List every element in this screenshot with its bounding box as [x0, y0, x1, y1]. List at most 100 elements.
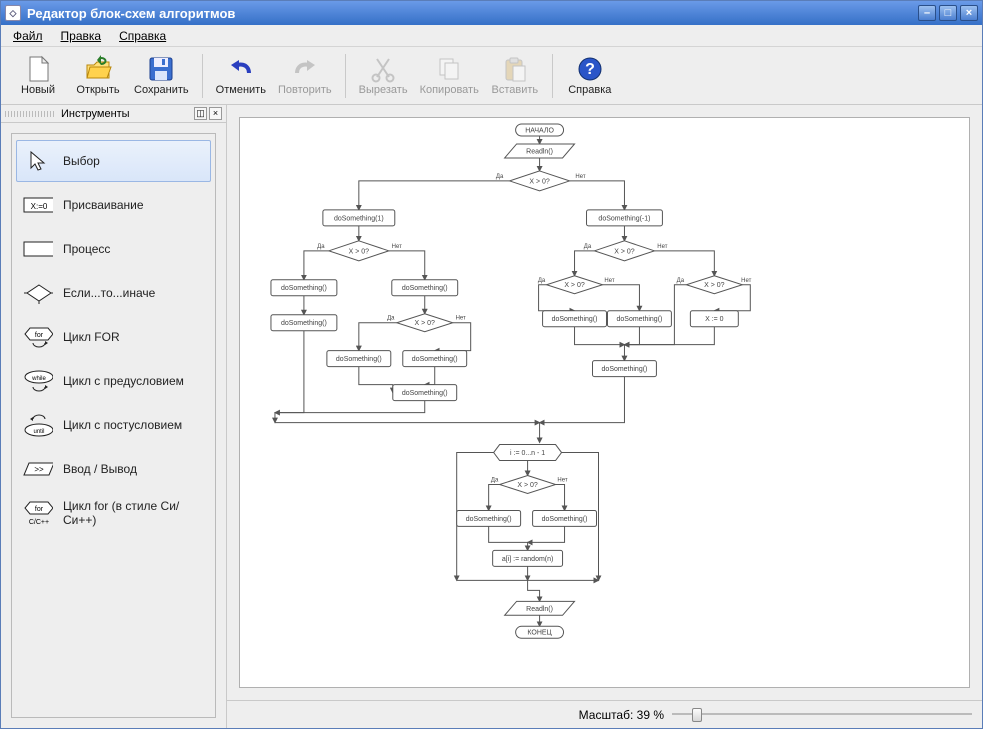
- svg-text:Да: Да: [677, 278, 685, 284]
- svg-text:Да: Да: [491, 477, 499, 483]
- svg-text:Нет: Нет: [392, 244, 402, 250]
- save-icon: [147, 55, 175, 83]
- tool-label: Цикл for (в стиле Си/Си++): [63, 499, 204, 527]
- cfor-loop-icon: forC/C++: [23, 502, 53, 524]
- io-icon: >>: [23, 458, 53, 480]
- while-loop-icon: while: [23, 370, 53, 392]
- maximize-button[interactable]: □: [939, 5, 957, 21]
- body: Инструменты ◫ × Выбор X:=0 Присваивание: [1, 105, 982, 728]
- menu-edit[interactable]: Правка: [55, 27, 108, 45]
- svg-text:a[i] := random(n): a[i] := random(n): [502, 556, 553, 563]
- tool-io[interactable]: >> Ввод / Вывод: [16, 448, 211, 490]
- svg-text:Да: Да: [387, 316, 395, 322]
- tool-label: Присваивание: [63, 198, 144, 212]
- for-loop-icon: for: [23, 326, 53, 348]
- svg-text:Да: Да: [584, 244, 592, 250]
- flowchart: ДаНетДаНетДаНетДаНетДаНетДаНетДаНетНАЧАЛ…: [240, 118, 969, 647]
- titlebar: ◇ Редактор блок-схем алгоритмов – □ ×: [1, 1, 982, 25]
- file-new-icon: [24, 55, 52, 83]
- svg-text:Нет: Нет: [604, 278, 614, 284]
- new-button[interactable]: Новый: [9, 50, 67, 102]
- svg-text:X > 0?: X > 0?: [415, 320, 436, 327]
- assign-icon: X:=0: [23, 194, 53, 216]
- svg-text:for: for: [35, 332, 44, 339]
- svg-text:Readln(): Readln(): [526, 148, 553, 155]
- toolbox: Выбор X:=0 Присваивание Процесс: [11, 133, 216, 718]
- svg-text:until: until: [33, 429, 44, 435]
- save-button[interactable]: Сохранить: [129, 50, 194, 102]
- svg-text:Нет: Нет: [575, 174, 585, 180]
- tool-process[interactable]: Процесс: [16, 228, 211, 270]
- panel-close-button[interactable]: ×: [209, 107, 222, 120]
- paste-button[interactable]: Вставить: [486, 50, 544, 102]
- svg-text:X > 0?: X > 0?: [614, 248, 635, 255]
- svg-text:doSomething(): doSomething(): [617, 316, 663, 323]
- panel-grip[interactable]: [5, 111, 55, 117]
- cut-label: Вырезать: [359, 84, 408, 96]
- save-label: Сохранить: [134, 84, 189, 96]
- svg-text:X > 0?: X > 0?: [517, 482, 538, 489]
- app-icon: ◇: [5, 5, 21, 21]
- cut-button[interactable]: Вырезать: [354, 50, 413, 102]
- minimize-button[interactable]: –: [918, 5, 936, 21]
- help-button[interactable]: ? Справка: [561, 50, 619, 102]
- new-label: Новый: [21, 84, 55, 96]
- tool-label: Цикл с постусловием: [63, 418, 182, 432]
- menu-file[interactable]: Файл: [7, 27, 49, 45]
- side-panel-title: Инструменты: [61, 108, 192, 120]
- copy-button[interactable]: Копировать: [415, 50, 484, 102]
- tool-label: Процесс: [63, 242, 110, 256]
- svg-text:while: while: [31, 376, 46, 382]
- svg-text:Да: Да: [496, 174, 504, 180]
- menubar: Файл Правка Справка: [1, 25, 982, 47]
- tool-label: Цикл FOR: [63, 330, 120, 344]
- svg-text:Нет: Нет: [456, 316, 466, 322]
- svg-text:Нет: Нет: [741, 278, 751, 284]
- svg-text:X > 0?: X > 0?: [529, 178, 550, 185]
- panel-undock-button[interactable]: ◫: [194, 107, 207, 120]
- svg-text:doSomething(1): doSomething(1): [334, 215, 384, 222]
- svg-text:doSomething(): doSomething(): [336, 356, 382, 363]
- side-panel: Инструменты ◫ × Выбор X:=0 Присваивание: [1, 105, 227, 728]
- zoom-slider-thumb[interactable]: [692, 708, 702, 722]
- svg-text:doSomething(): doSomething(): [466, 516, 512, 523]
- tool-label: Ввод / Вывод: [63, 462, 137, 476]
- zoom-label: Масштаб: 39 %: [579, 708, 664, 722]
- close-button[interactable]: ×: [960, 5, 978, 21]
- redo-button[interactable]: Повторить: [273, 50, 337, 102]
- copy-icon: [435, 55, 463, 83]
- copy-label: Копировать: [420, 84, 479, 96]
- open-button[interactable]: Открыть: [69, 50, 127, 102]
- redo-label: Повторить: [278, 84, 332, 96]
- cursor-icon: [23, 150, 53, 172]
- zoom-slider[interactable]: [672, 707, 972, 723]
- svg-text:X:=0: X:=0: [31, 202, 48, 211]
- paste-label: Вставить: [491, 84, 538, 96]
- tool-while[interactable]: while Цикл с предусловием: [16, 360, 211, 402]
- tool-label: Если...то...иначе: [63, 286, 155, 300]
- svg-text:Readln(): Readln(): [526, 606, 553, 613]
- side-panel-header: Инструменты ◫ ×: [1, 105, 226, 123]
- tool-cfor[interactable]: forC/C++ Цикл for (в стиле Си/Си++): [16, 492, 211, 534]
- undo-icon: [227, 55, 255, 83]
- svg-text:doSomething(): doSomething(): [402, 390, 448, 397]
- undo-button[interactable]: Отменить: [211, 50, 271, 102]
- svg-text:Да: Да: [317, 244, 325, 250]
- toolbar-separator-2: [345, 54, 346, 98]
- svg-text:>>: >>: [34, 465, 44, 474]
- tool-for[interactable]: for Цикл FOR: [16, 316, 211, 358]
- tool-assign[interactable]: X:=0 Присваивание: [16, 184, 211, 226]
- tool-ifelse[interactable]: Если...то...иначе: [16, 272, 211, 314]
- tool-select[interactable]: Выбор: [16, 140, 211, 182]
- menu-help[interactable]: Справка: [113, 27, 172, 45]
- svg-text:doSomething(): doSomething(): [412, 356, 458, 363]
- svg-text:i := 0...n - 1: i := 0...n - 1: [510, 450, 545, 457]
- window-title: Редактор блок-схем алгоритмов: [27, 6, 235, 21]
- svg-text:doSomething(): doSomething(): [402, 285, 448, 292]
- canvas[interactable]: ДаНетДаНетДаНетДаНетДаНетДаНетДаНетНАЧАЛ…: [239, 117, 970, 688]
- svg-text:X > 0?: X > 0?: [704, 282, 725, 289]
- tool-label: Цикл с предусловием: [63, 374, 184, 388]
- tool-until[interactable]: until Цикл с постусловием: [16, 404, 211, 446]
- svg-text:КОНЕЦ: КОНЕЦ: [527, 630, 552, 637]
- undo-label: Отменить: [216, 84, 266, 96]
